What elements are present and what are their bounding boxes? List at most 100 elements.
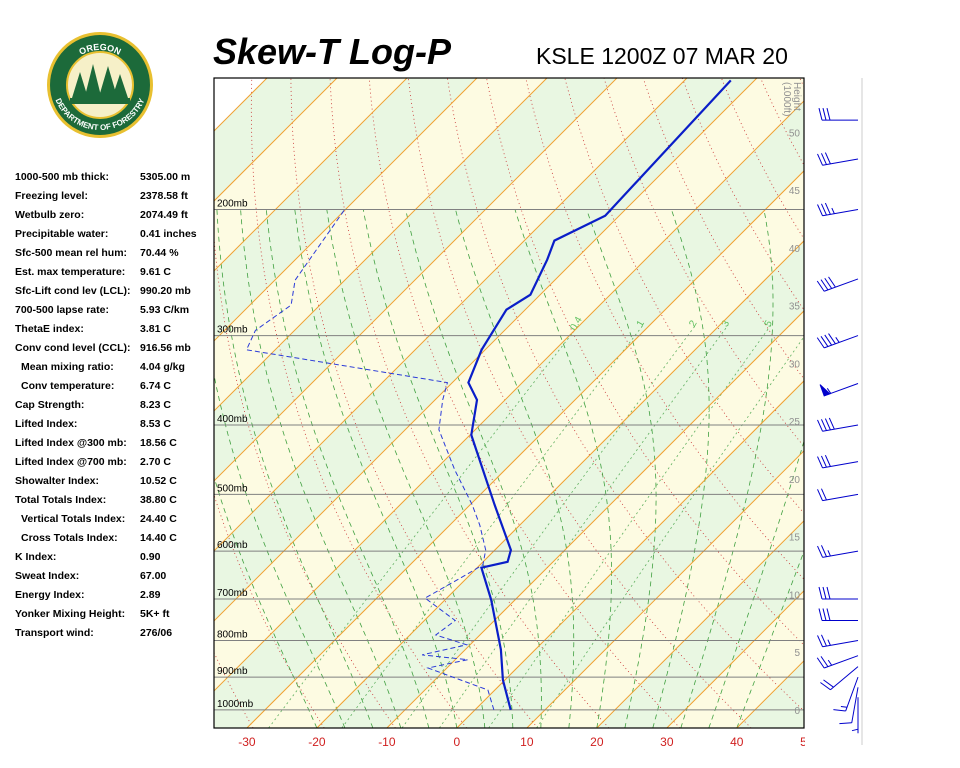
stat-label: Precipitable water: xyxy=(15,228,108,240)
stat-label: ThetaE index: xyxy=(15,323,84,335)
barb-half xyxy=(827,550,831,557)
dry-adiabat xyxy=(250,78,467,728)
isotherm xyxy=(666,590,804,728)
stat-value: 18.56 C xyxy=(140,437,177,449)
barb-half xyxy=(835,337,840,343)
y2-tick-label: 10 xyxy=(789,590,801,601)
barb-half xyxy=(826,388,832,394)
moist-adiabat xyxy=(240,209,402,728)
logo-top-text: OREGON xyxy=(77,42,122,57)
barb-staff xyxy=(822,493,859,502)
barb-staff xyxy=(822,640,859,648)
barb-staff xyxy=(824,335,859,349)
stat-label: Lifted Index: xyxy=(15,418,77,430)
logo-top: OREGON xyxy=(77,42,122,57)
mixing-ratio-line xyxy=(401,324,697,728)
station: KSLE 1200Z 07 MAR 20 xyxy=(536,43,788,69)
x-tick-label: 40 xyxy=(730,735,744,749)
y2-tick-label: 35 xyxy=(789,302,801,313)
stat-label: 700-500 lapse rate: xyxy=(15,304,109,316)
stat-label: Yonker Mixing Height: xyxy=(15,608,125,620)
barb-feather xyxy=(817,419,824,432)
wind-barb xyxy=(816,655,859,669)
x-tick-label: -20 xyxy=(308,735,326,749)
dry-adiabat xyxy=(955,76,960,728)
isotherm xyxy=(214,78,338,202)
stat-value: 5K+ ft xyxy=(140,608,170,620)
mixing-ratio-line xyxy=(341,324,644,728)
barb-feather xyxy=(817,545,824,558)
isotherm xyxy=(214,78,688,552)
stat-value: 916.56 mb xyxy=(140,342,191,354)
wind-barb xyxy=(817,488,859,502)
stat-value: 276/06 xyxy=(140,627,172,639)
barb-feather xyxy=(824,277,833,289)
barb-feather xyxy=(818,608,823,621)
wind-barb xyxy=(833,676,859,712)
x-tick-label: 30 xyxy=(660,735,674,749)
isotherm xyxy=(807,78,960,728)
isotherm xyxy=(246,170,804,728)
stat-value: 8.53 C xyxy=(140,418,171,430)
barb-feather xyxy=(824,455,831,467)
y-tick-label: 700mb xyxy=(217,588,248,599)
stat-label: Energy Index: xyxy=(15,589,84,601)
barb-feather xyxy=(820,203,827,216)
stat-value: 0.41 inches xyxy=(140,228,197,240)
barb-feather xyxy=(820,336,829,347)
barb-half xyxy=(840,706,848,708)
y-tick-label: 200mb xyxy=(217,199,248,210)
stat-value: 67.00 xyxy=(140,570,166,582)
stat-label: 1000-500 mb thick: xyxy=(15,171,109,183)
barb-feather xyxy=(826,608,831,621)
moist-adiabat xyxy=(214,475,318,728)
stat-value: 70.44 % xyxy=(140,247,179,259)
mixing-ratio-line xyxy=(439,324,729,728)
barb-feather xyxy=(816,337,825,349)
dry-adiabat xyxy=(838,76,960,728)
moist-adiabat xyxy=(736,550,804,728)
y2-tick-label: 5 xyxy=(794,648,800,659)
barb-feather xyxy=(824,152,831,165)
barb-feather xyxy=(817,204,824,216)
stat-value: 14.40 C xyxy=(140,532,177,544)
x-axis: -30 -20 -10 0 10 20 30 40 50 xyxy=(238,735,814,749)
wind-barb xyxy=(818,608,858,621)
stat-value: 3.81 C xyxy=(140,323,171,335)
wind-barb xyxy=(816,276,859,292)
barb-staff xyxy=(822,209,859,217)
stat-value: 9.61 C xyxy=(140,266,171,278)
isotherm xyxy=(214,100,804,692)
dry-adiabat xyxy=(368,78,681,728)
barb-half xyxy=(827,659,833,666)
barb-staff xyxy=(830,666,859,691)
x-tick-label: 50 xyxy=(800,735,814,749)
logo-ground xyxy=(70,98,130,104)
barb-staff xyxy=(822,158,859,166)
mixing-ratio-label: 8 xyxy=(804,318,817,329)
moist-adiabat xyxy=(326,209,486,728)
stat-label: Est. max temperature: xyxy=(15,266,125,278)
moist-adiabat xyxy=(708,439,804,728)
barb-feather xyxy=(828,417,835,430)
stat-value: 5.93 C/km xyxy=(140,304,189,316)
plot-labels: 1000mb 900mb 800mb 700mb 600mb 500mb 400mb 300m… xyxy=(217,82,802,717)
stat-value: 6.74 C xyxy=(140,380,171,392)
barb-feather xyxy=(820,455,827,468)
barb-half xyxy=(851,728,859,732)
stat-value: 990.20 mb xyxy=(140,285,191,297)
stat-value: 38.80 C xyxy=(140,494,177,506)
isotherm xyxy=(596,520,804,728)
stat-label: Lifted Index @700 mb: xyxy=(15,456,127,468)
barb-feather xyxy=(822,107,827,121)
y2-tick-label: 40 xyxy=(789,244,801,255)
logo-trees xyxy=(72,64,128,100)
wind-barb xyxy=(819,383,859,397)
barb-feather xyxy=(828,276,836,288)
wind-barb xyxy=(818,107,858,121)
moist-adiabat xyxy=(294,209,458,728)
stat-label: Freezing level: xyxy=(15,190,88,202)
barb-feather xyxy=(833,709,846,712)
